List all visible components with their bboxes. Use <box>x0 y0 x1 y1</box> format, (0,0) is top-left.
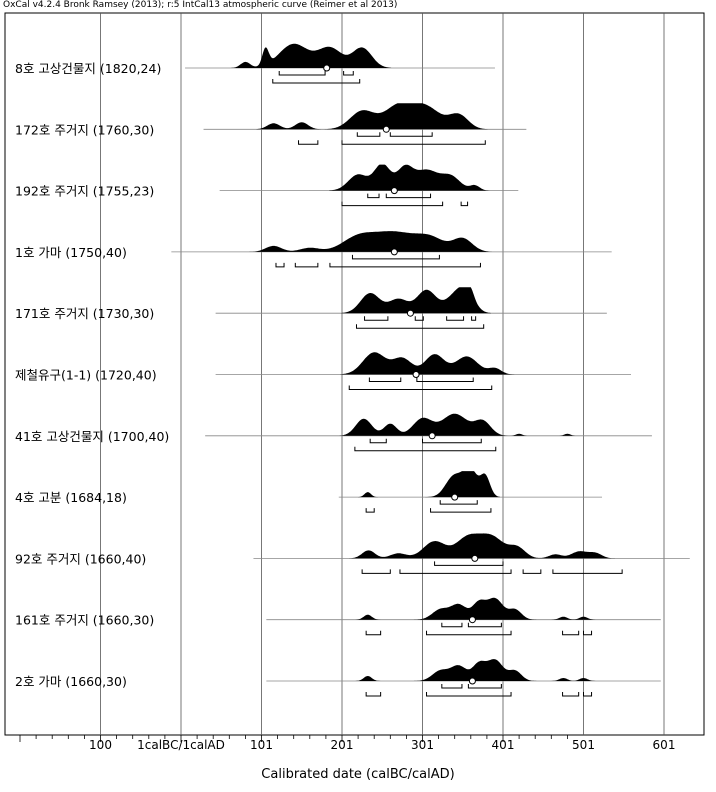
sample-label: 2호 가마 (1660,30) <box>15 674 127 689</box>
sample-label: 161호 주거지 (1660,30) <box>15 613 154 628</box>
mean-marker <box>390 187 398 195</box>
mean-marker <box>382 125 390 133</box>
probability-distribution <box>254 103 488 130</box>
sigma2-range-bracket <box>522 569 542 574</box>
mean-marker <box>428 432 436 440</box>
sigma1-range-bracket <box>364 316 389 321</box>
probability-distribution <box>329 164 490 191</box>
sigma1-range-bracket <box>471 316 477 321</box>
sample-label: 92호 주거지 (1660,40) <box>15 551 146 566</box>
sigma1-range-bracket <box>351 254 440 260</box>
sample-label: 41호 고상건물지 (1700,40) <box>15 429 169 444</box>
sigma2-range-bracket <box>294 262 319 268</box>
x-tick-label: 100 <box>89 738 112 752</box>
x-tick-label: 501 <box>572 738 595 752</box>
probability-distribution <box>349 533 615 559</box>
probability-distribution <box>339 413 578 436</box>
sigma2-range-bracket <box>399 569 512 574</box>
x-tick-label: 201 <box>331 738 354 752</box>
sigma1-range-bracket <box>422 438 482 444</box>
x-axis-label: Calibrated date (calBC/calAD) <box>261 767 455 782</box>
sample-label: 192호 주거지 (1755,23) <box>15 184 154 199</box>
sigma1-range-bracket <box>467 684 502 689</box>
sample-label: 171호 주거지 (1730,30) <box>15 306 154 321</box>
sigma1-range-bracket <box>343 71 354 76</box>
sigma1-range-bracket <box>385 193 432 199</box>
sigma1-range-bracket <box>416 377 474 382</box>
probability-distribution <box>340 352 515 375</box>
sigma1-range-bracket <box>439 500 478 505</box>
sigma2-range-bracket <box>354 446 497 452</box>
sigma2-range-bracket <box>552 569 623 574</box>
probability-distribution <box>249 231 492 252</box>
sigma2-range-bracket <box>562 692 580 697</box>
sigma1-range-bracket <box>467 622 502 628</box>
sigma1-range-bracket <box>367 193 380 199</box>
sigma2-range-bracket <box>430 508 492 513</box>
probability-distribution <box>230 43 392 68</box>
sigma1-range-bracket <box>356 132 381 137</box>
x-tick-label: 601 <box>653 738 676 752</box>
sigma2-range-bracket <box>460 201 469 207</box>
sigma1-range-bracket <box>434 561 504 566</box>
sigma1-range-bracket <box>441 622 463 628</box>
sigma2-range-bracket <box>365 692 382 697</box>
sigma2-range-bracket <box>426 630 512 636</box>
sigma2-range-bracket <box>355 324 485 329</box>
probability-distribution <box>355 659 596 681</box>
mean-marker <box>323 64 331 72</box>
sigma2-range-bracket <box>272 79 361 84</box>
sigma2-range-bracket <box>583 630 593 636</box>
mean-marker <box>451 493 459 501</box>
sigma2-range-bracket <box>298 140 319 145</box>
sigma1-range-bracket <box>441 684 463 689</box>
mean-marker <box>390 248 398 256</box>
sigma1-range-bracket <box>368 377 402 382</box>
sigma1-range-bracket <box>369 438 387 444</box>
mean-marker <box>471 554 479 562</box>
plot-frame <box>4 12 705 736</box>
sigma2-range-bracket <box>329 262 481 268</box>
sigma2-range-bracket <box>365 508 375 513</box>
sigma1-range-bracket <box>446 316 465 321</box>
mean-marker <box>468 677 476 685</box>
sample-label: 4호 고분 (1684,18) <box>15 490 127 505</box>
probability-distribution <box>355 597 596 620</box>
x-tick-label: 1calBC/1calAD <box>137 738 225 752</box>
sigma2-range-bracket <box>275 262 285 268</box>
sample-label: 제철유구(1-1) (1720,40) <box>15 368 157 383</box>
sigma2-range-bracket <box>365 630 382 636</box>
sigma2-range-bracket <box>341 201 444 207</box>
sigma1-range-bracket <box>278 71 326 76</box>
sigma2-range-bracket <box>341 140 486 145</box>
sample-label: 1호 가마 (1750,40) <box>15 245 127 260</box>
sigma1-range-bracket <box>389 132 433 137</box>
x-tick-label: 401 <box>492 738 515 752</box>
x-tick-label: 301 <box>411 738 434 752</box>
sample-label: 8호 고상건물지 (1820,24) <box>15 61 161 76</box>
sigma1-range-bracket <box>414 316 424 321</box>
sigma2-range-bracket <box>348 385 493 390</box>
chart-header-caption: OxCal v4.2.4 Bronk Ramsey (2013); r:5 In… <box>3 0 398 10</box>
probability-distribution <box>341 287 491 314</box>
probability-distribution <box>358 471 500 498</box>
mean-marker <box>412 371 420 378</box>
sigma2-range-bracket <box>361 569 391 574</box>
sigma2-range-bracket <box>583 692 593 697</box>
sigma2-range-bracket <box>562 630 580 636</box>
x-tick-label: 101 <box>250 738 273 752</box>
sample-label: 172호 주거지 (1760,30) <box>15 122 154 137</box>
mean-marker <box>468 616 476 624</box>
sigma2-range-bracket <box>426 692 512 697</box>
mean-marker <box>406 309 414 317</box>
